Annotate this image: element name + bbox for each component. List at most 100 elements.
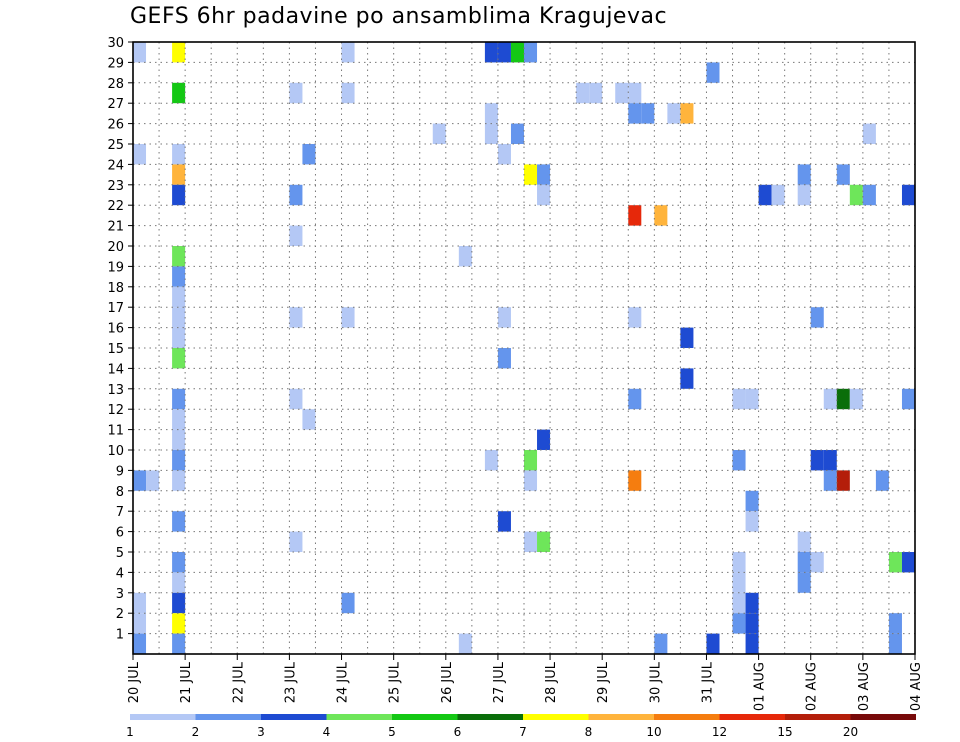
- heatmap-cell: [849, 184, 863, 206]
- heatmap-cell: [524, 450, 538, 471]
- heatmap-cell: [823, 450, 837, 471]
- colorbar-label: 5: [388, 725, 396, 739]
- cell-layer: [133, 42, 915, 654]
- chart-title: GEFS 6hr padavine po ansamblima Kragujev…: [130, 4, 668, 29]
- heatmap-cell: [758, 184, 772, 206]
- heatmap-cell: [654, 205, 668, 226]
- heatmap-cell: [628, 82, 642, 104]
- colorbar-segment: [326, 714, 392, 720]
- heatmap-cell: [732, 450, 746, 471]
- colorbar-label: 3: [257, 725, 265, 739]
- x-tick-label: 27 JUL: [492, 661, 507, 703]
- heatmap-cell: [133, 144, 147, 165]
- heatmap-cell: [172, 572, 186, 593]
- heatmap-cell: [302, 409, 316, 430]
- heatmap-cell: [172, 144, 186, 165]
- y-tick-label: 8: [116, 485, 124, 500]
- colorbar-label: 12: [712, 725, 727, 739]
- heatmap-cell: [172, 388, 186, 410]
- y-tick-label: 20: [107, 240, 124, 255]
- x-tick-label: 23 JUL: [283, 661, 298, 703]
- y-tick-label: 6: [116, 526, 124, 541]
- heatmap-cell: [589, 82, 603, 104]
- x-tick-label: 04 AUG: [909, 662, 924, 711]
- heatmap-cell: [901, 388, 915, 410]
- y-tick-label: 30: [107, 36, 124, 51]
- heatmap-cell: [732, 613, 746, 634]
- heatmap-cell: [172, 409, 186, 430]
- heatmap-cell: [172, 633, 186, 654]
- heatmap-cell: [172, 184, 186, 206]
- heatmap-cell: [302, 144, 316, 165]
- y-tick-label: 29: [107, 56, 124, 71]
- heatmap-cell: [810, 450, 824, 471]
- heatmap-cell: [289, 225, 303, 246]
- y-tick-label: 4: [116, 566, 124, 581]
- y-tick-label: 21: [107, 220, 124, 235]
- x-tick-label: 25 JUL: [388, 661, 403, 703]
- y-tick-label: 14: [107, 362, 124, 377]
- heatmap-cell: [497, 511, 511, 532]
- heatmap-cell: [797, 572, 811, 593]
- y-tick-label: 10: [107, 444, 124, 459]
- heatmap-cell: [497, 307, 511, 328]
- x-axis: 20 JUL 21 JUL 22 JUL 23 JUL 24 JUL 25 JUL 26 J…: [127, 654, 924, 711]
- heatmap-cell: [862, 123, 876, 144]
- x-tick-label: 02 AUG: [805, 662, 820, 711]
- heatmap-cell: [667, 103, 681, 124]
- heatmap-cell: [745, 490, 759, 512]
- heatmap-cell: [706, 633, 720, 654]
- heatmap-cell: [172, 246, 186, 267]
- y-tick-label: 26: [107, 118, 124, 133]
- y-tick-label: 5: [116, 546, 124, 561]
- colorbar-segment: [850, 714, 916, 720]
- y-axis: 1234567891011121314151617181920212223242…: [107, 36, 133, 643]
- heatmap-cell: [797, 184, 811, 206]
- heatmap-cell: [836, 388, 850, 410]
- heatmap-cell: [680, 327, 694, 348]
- colorbar-label: 6: [454, 725, 462, 739]
- y-tick-label: 24: [107, 158, 124, 173]
- x-tick-label: 01 AUG: [753, 662, 768, 711]
- y-tick-label: 22: [107, 199, 124, 214]
- colorbar-label: 10: [646, 725, 661, 739]
- y-tick-label: 11: [107, 424, 124, 439]
- heatmap-cell: [172, 450, 186, 471]
- y-tick-label: 28: [107, 77, 124, 92]
- heatmap-cell: [888, 613, 902, 634]
- x-tick-label: 30 JUL: [648, 661, 663, 703]
- heatmap-cell: [497, 42, 511, 63]
- heatmap-cell: [172, 348, 186, 369]
- y-tick-label: 7: [116, 505, 124, 520]
- heatmap-cell: [172, 266, 186, 287]
- heatmap-cell: [133, 42, 147, 63]
- heatmap-cell: [771, 184, 785, 206]
- heatmap-cell: [537, 429, 551, 450]
- colorbar-segment: [654, 714, 720, 720]
- heatmap-cell: [341, 82, 355, 104]
- heatmap-cell: [524, 164, 538, 185]
- colorbar-label: 7: [519, 725, 527, 739]
- heatmap-cell: [576, 82, 590, 104]
- heatmap-cell: [133, 613, 147, 634]
- heatmap-cell: [458, 246, 472, 267]
- heatmap-cell: [849, 388, 863, 410]
- heatmap-cell: [172, 552, 186, 573]
- heatmap-cell: [289, 184, 303, 206]
- heatmap-cell: [797, 164, 811, 185]
- heatmap-cell: [172, 613, 186, 634]
- colorbar-segment: [785, 714, 851, 720]
- heatmap-cell: [628, 470, 642, 491]
- heatmap-cell: [797, 531, 811, 552]
- y-tick-label: 18: [107, 281, 124, 296]
- y-tick-label: 17: [107, 301, 124, 316]
- x-tick-label: 31 JUL: [700, 661, 715, 703]
- heatmap-cell: [628, 388, 642, 410]
- heatmap-cell: [680, 103, 694, 124]
- heatmap-cell: [484, 450, 498, 471]
- heatmap-cell: [654, 633, 668, 654]
- heatmap-cell: [810, 307, 824, 328]
- heatmap-cell: [641, 103, 655, 124]
- colorbar-segment: [719, 714, 785, 720]
